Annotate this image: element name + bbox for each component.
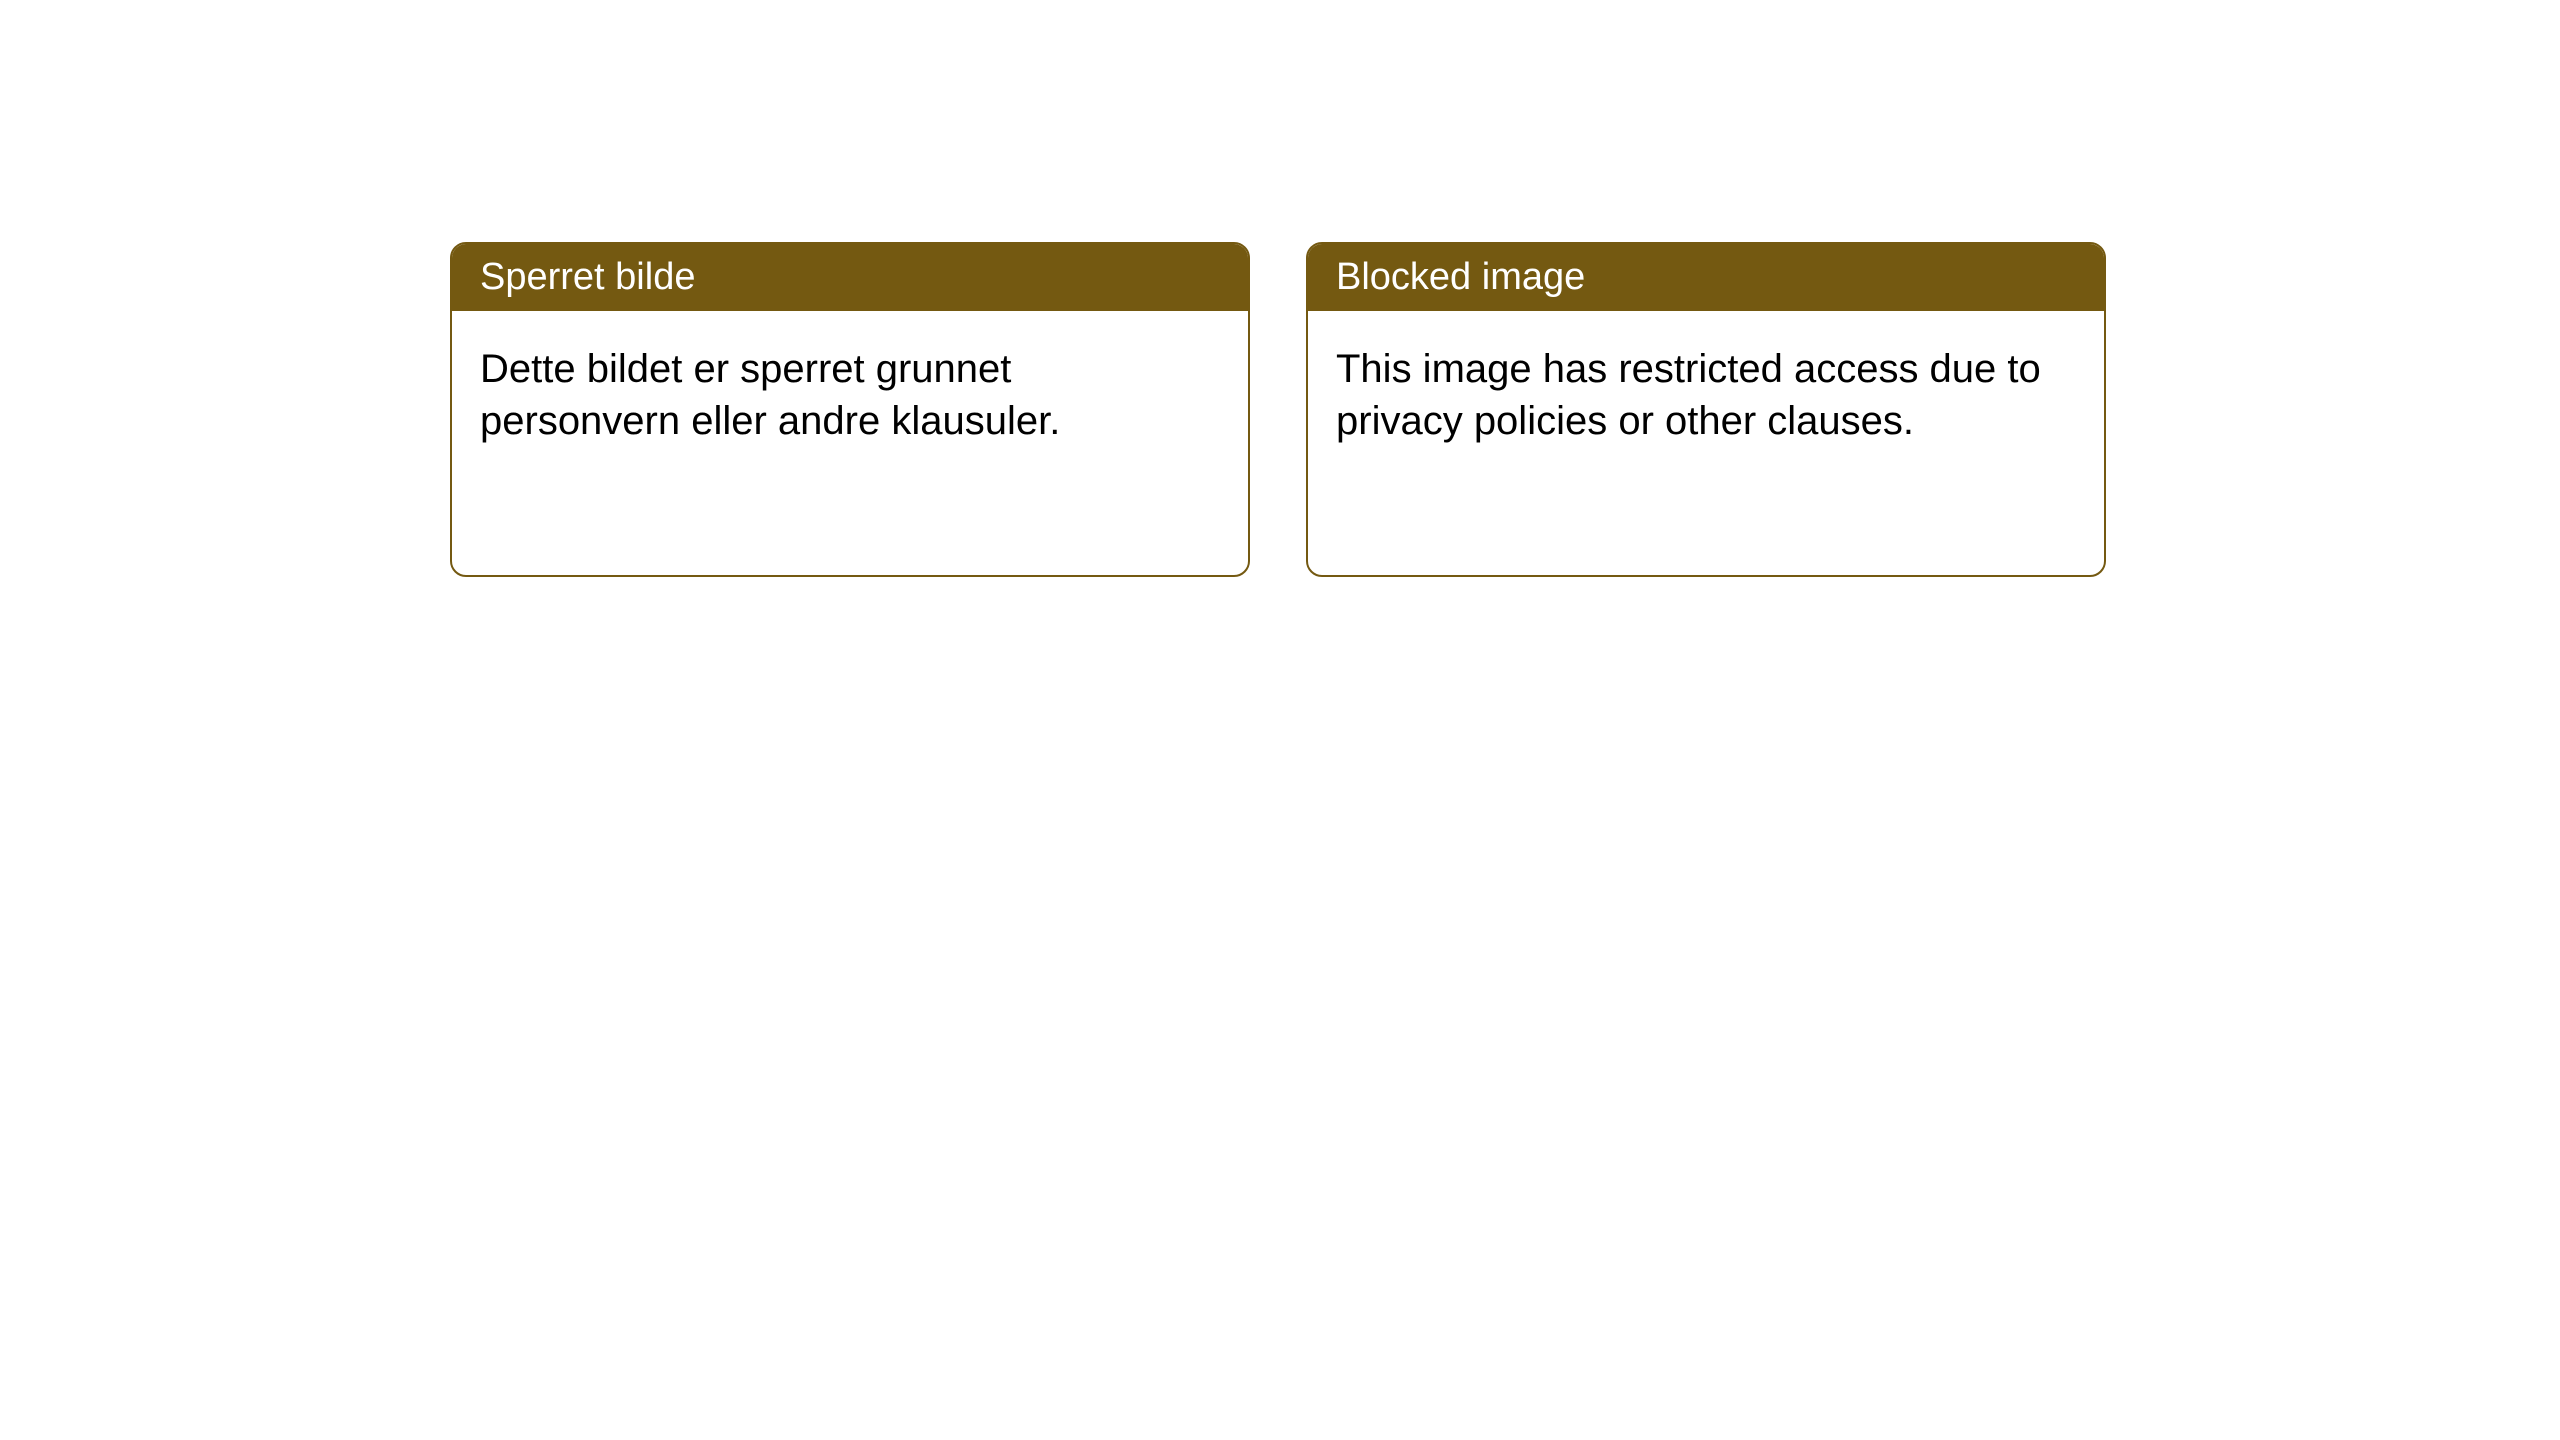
notice-header: Sperret bilde (452, 244, 1248, 311)
notice-card-norwegian: Sperret bilde Dette bildet er sperret gr… (450, 242, 1250, 577)
notice-body: Dette bildet er sperret grunnet personve… (452, 311, 1248, 479)
notice-container: Sperret bilde Dette bildet er sperret gr… (450, 242, 2106, 577)
notice-header: Blocked image (1308, 244, 2104, 311)
notice-card-english: Blocked image This image has restricted … (1306, 242, 2106, 577)
notice-body: This image has restricted access due to … (1308, 311, 2104, 479)
